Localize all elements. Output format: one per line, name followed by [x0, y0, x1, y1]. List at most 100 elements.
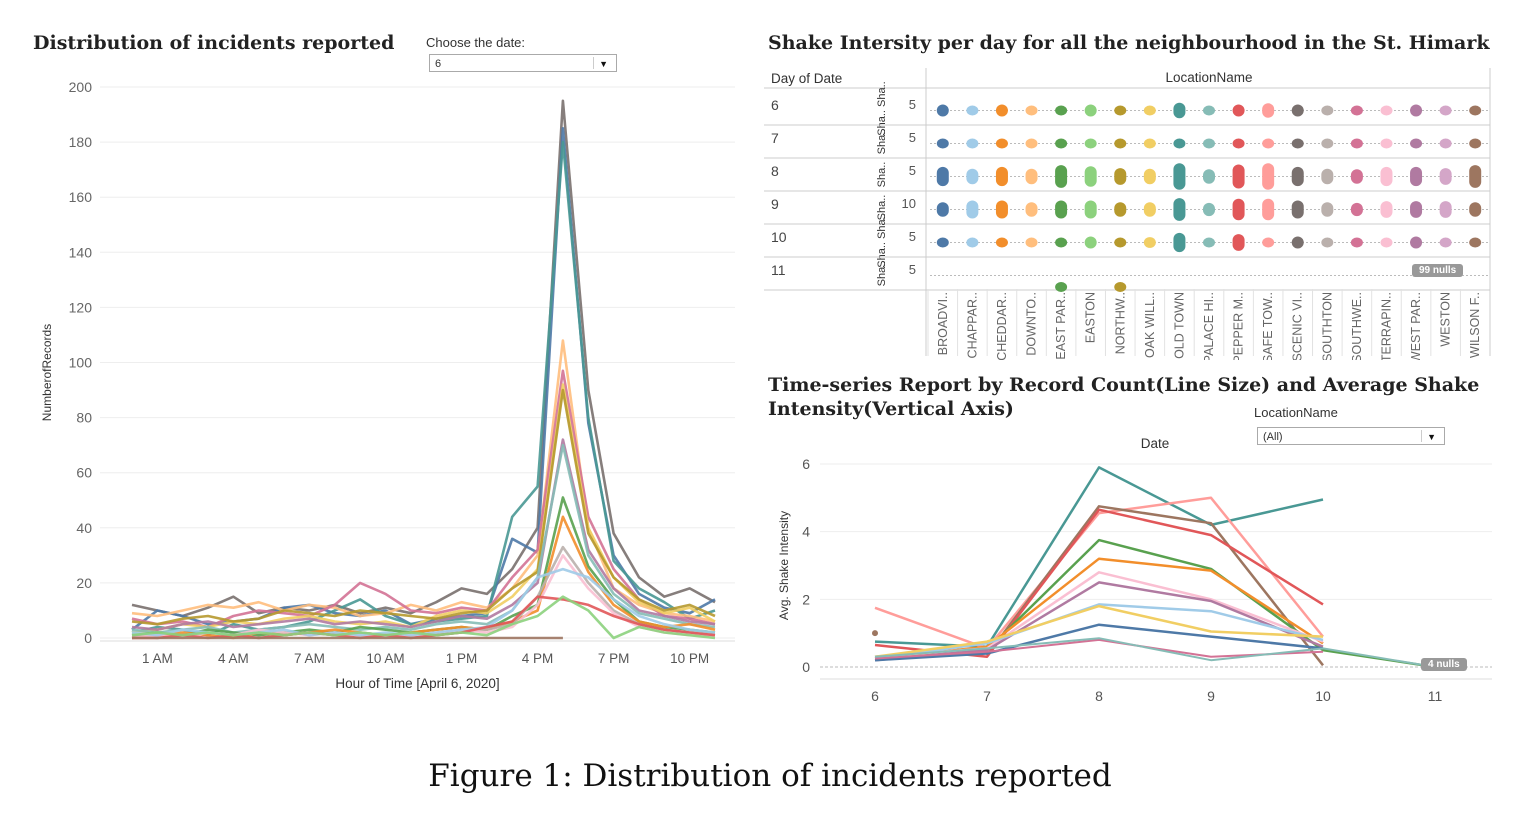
intensity-mark: [966, 200, 979, 219]
data-point: [872, 630, 878, 637]
y-tick-label: 20: [76, 575, 92, 591]
intensity-mark: [1380, 166, 1393, 187]
series-line-10: [874, 623, 1324, 662]
intensity-mark: [1350, 169, 1363, 184]
x-tick-label: 7: [983, 688, 991, 704]
intensity-mark: [1291, 138, 1304, 149]
intensity-mark: [936, 166, 949, 187]
intensity-mark: [1143, 168, 1156, 185]
intensity-mark: [1439, 138, 1452, 149]
column-label: PALACE HI..: [1202, 292, 1216, 360]
x-tick-label: 9: [1207, 688, 1215, 704]
x-tick-label: 4 AM: [218, 651, 249, 666]
intensity-mark: [1410, 236, 1423, 249]
column-label: CHEDDAR..: [995, 292, 1009, 360]
x-tick-label: 11: [1428, 688, 1443, 704]
series-line-5: [131, 383, 716, 634]
date-filter-dropdown[interactable]: 6 ▼: [429, 54, 617, 72]
column-label: SOUTHWE..: [1350, 292, 1364, 360]
intensity-mark: [1114, 202, 1127, 217]
intensity-mark: [966, 105, 979, 116]
intensity-mark: [1410, 138, 1423, 149]
column-label: SCENIC VI..: [1291, 292, 1305, 360]
column-label: OLD TOWN: [1172, 292, 1186, 359]
y-tick-label: 100: [69, 355, 93, 371]
intensity-mark: [1291, 200, 1304, 219]
row-axis-value: 5: [909, 97, 916, 112]
column-label: CHAPPAR..: [965, 292, 979, 358]
intensity-mark: [1114, 138, 1127, 149]
series-line-15: [131, 595, 716, 640]
intensity-mark: [966, 138, 979, 149]
intensity-mark: [1084, 166, 1097, 187]
intensity-mark: [936, 202, 949, 217]
y-tick-label: 180: [69, 134, 93, 150]
intensity-mark: [1262, 103, 1275, 118]
series-line-0: [131, 99, 716, 618]
date-filter-label: Choose the date:: [426, 35, 526, 50]
intensity-mark: [1469, 165, 1482, 188]
intensity-mark: [1173, 138, 1186, 149]
y-tick-label: 80: [76, 410, 92, 426]
series-line-7: [131, 438, 716, 631]
intensity-mark: [1469, 202, 1482, 217]
column-label: WEST PAR..: [1409, 292, 1423, 360]
intensity-mark: [1114, 105, 1127, 116]
intensity-mark: [1469, 105, 1482, 116]
heatmap-nulls-badge[interactable]: 99 nulls: [1412, 264, 1464, 277]
ts-nulls-badge[interactable]: 4 nulls: [1421, 658, 1467, 671]
y-tick-label: 4: [802, 524, 810, 540]
y-tick-label: 140: [69, 244, 93, 260]
column-label: SOUTHTON: [1320, 292, 1334, 360]
row-day-label: 10: [771, 229, 787, 245]
x-tick-label: 6: [871, 688, 879, 704]
intensity-mark: [995, 200, 1008, 219]
y-tick-label: 200: [69, 79, 93, 95]
intensity-mark: [1262, 198, 1275, 221]
intensity-mark: [1143, 138, 1156, 149]
incidents-line-chart: 0 20 40 60 80 100 120 140 160 180 200 1 AM 4 AM 7 AM 1…: [40, 79, 735, 691]
row-day-label: 11: [771, 262, 786, 278]
y-tick-label: 0: [802, 659, 810, 675]
intensity-mark: [1350, 237, 1363, 248]
x-tick-label: 7 AM: [294, 651, 325, 666]
intensity-mark: [1055, 105, 1068, 116]
column-label: OAK WILL..: [1143, 292, 1157, 358]
x-tick-label: 10 AM: [366, 651, 404, 666]
intensity-mark: [1084, 104, 1097, 117]
intensity-mark: [1469, 237, 1482, 248]
y-axis-title: NumberofRecords: [40, 324, 54, 421]
location-filter-dropdown[interactable]: (All) ▼: [1257, 427, 1445, 445]
y-tick-label: 60: [76, 465, 92, 481]
intensity-mark: [1203, 105, 1215, 116]
intensity-mark: [1055, 282, 1068, 292]
intensity-mark: [1114, 168, 1127, 185]
row-header: Day of Date: [771, 71, 842, 86]
shake-timeseries-chart: Date 0 2 4 6 6 7 8 9 10 11 Avg. Shake Intensity: [777, 436, 1492, 704]
row-axis-value: 5: [909, 262, 916, 277]
heatmap-title: Shake Intersity per day for all the neig…: [768, 32, 1490, 54]
series-line-9: [874, 604, 1324, 659]
column-header: LocationName: [1165, 70, 1252, 85]
y-tick-label: 6: [802, 456, 810, 472]
row-axis-label: Sha.. Sha..: [876, 213, 888, 267]
row-axis-value: 5: [909, 163, 916, 178]
row-day-label: 9: [771, 196, 779, 212]
series-line-4: [131, 369, 716, 629]
intensity-mark: [995, 237, 1008, 248]
row-day-label: 8: [771, 163, 779, 179]
intensity-mark: [1143, 237, 1156, 248]
chevron-down-icon: ▼: [599, 59, 608, 69]
location-filter-value: (All): [1263, 431, 1283, 443]
series-line-3: [131, 339, 716, 623]
intensity-mark: [1439, 105, 1452, 116]
location-filter-label: LocationName: [1254, 405, 1338, 420]
intensity-mark: [1025, 237, 1038, 248]
chevron-down-icon: ▼: [1427, 432, 1436, 442]
ts-title-line2: Intensity(Vertical Axis): [768, 398, 1014, 420]
column-label: BROADVI..: [936, 292, 950, 355]
x-tick-label: 10: [1315, 688, 1331, 704]
series-line-2: [131, 140, 716, 637]
row-axis-value: 5: [909, 130, 916, 145]
intensity-mark: [1173, 163, 1186, 190]
